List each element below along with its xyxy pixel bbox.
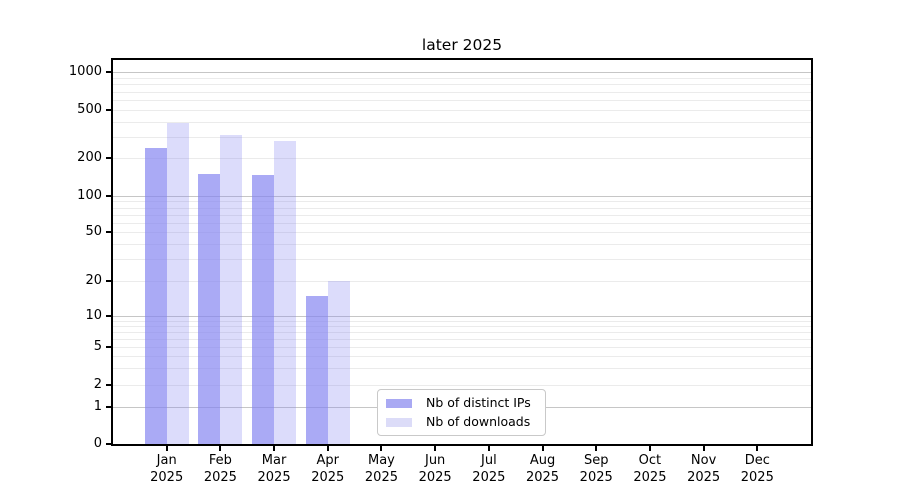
x-tick-label-sep: Sep 2025 (579, 453, 613, 485)
y-tick-mark (106, 71, 113, 73)
minor-gridline (113, 368, 811, 370)
x-tick-mark (487, 444, 490, 451)
legend-label-downloads: Nb of downloads (426, 414, 531, 429)
x-tick-mark (648, 444, 651, 451)
bar-distinct-ips-jan (144, 148, 167, 444)
minor-gridline (113, 222, 811, 224)
x-tick-label-feb: Feb 2025 (203, 453, 237, 485)
minor-gridline (113, 243, 811, 245)
x-tick-mark (165, 444, 168, 451)
x-tick-mark (702, 444, 705, 451)
y-tick-mark (106, 231, 113, 233)
legend-item-downloads: Nb of downloads (386, 415, 537, 429)
minor-gridline (113, 77, 811, 79)
bar-distinct-ips-apr (305, 295, 328, 444)
y-tick-label: 50 (85, 224, 102, 239)
minor-gridline (113, 110, 811, 111)
y-tick-mark (106, 315, 113, 317)
minor-gridline (113, 356, 811, 358)
x-tick-label-aug: Aug 2025 (525, 453, 560, 485)
minor-gridline (113, 121, 811, 123)
bar-distinct-ips-mar (252, 174, 275, 444)
x-tick-mark (756, 444, 759, 451)
y-tick-mark (106, 157, 113, 159)
legend-swatch-distinct-ips (386, 398, 412, 408)
x-tick-mark (541, 444, 544, 451)
minor-gridline (113, 281, 811, 282)
y-tick-mark (106, 195, 113, 197)
x-tick-label-jan: Jan 2025 (150, 453, 184, 485)
y-tick-label: 100 (77, 188, 102, 203)
legend-swatch-downloads (386, 417, 412, 427)
minor-gridline (113, 158, 811, 159)
x-tick-mark (219, 444, 222, 451)
y-tick-mark (106, 109, 113, 111)
major-gridline (113, 72, 811, 73)
y-tick-label: 10 (85, 308, 102, 323)
major-gridline (113, 316, 811, 317)
y-tick-label: 0 (93, 435, 102, 451)
y-tick-label: 5 (93, 339, 102, 354)
minor-gridline (113, 325, 811, 327)
x-tick-mark (326, 444, 329, 451)
x-tick-mark (273, 444, 276, 451)
minor-gridline (113, 207, 811, 209)
x-tick-mark (380, 444, 383, 451)
y-tick-label: 20 (85, 273, 102, 288)
bar-distinct-ips-feb (198, 173, 221, 444)
plot-area (111, 58, 813, 446)
x-tick-label-may: May 2025 (364, 453, 398, 485)
plot-canvas (113, 60, 811, 444)
minor-gridline (113, 214, 811, 216)
x-tick-label-mar: Mar 2025 (257, 453, 291, 485)
y-tick-label: 2 (93, 377, 102, 392)
minor-gridline (113, 91, 811, 93)
bar-downloads-feb (220, 135, 243, 444)
y-tick-label: 1 (93, 399, 102, 414)
legend-item-distinct-ips: Nb of distinct IPs (386, 396, 537, 410)
y-tick-mark (106, 442, 113, 445)
y-tick-mark (106, 384, 113, 386)
minor-gridline (113, 232, 811, 233)
x-tick-label-dec: Dec 2025 (740, 453, 774, 485)
y-tick-mark (106, 280, 113, 282)
minor-gridline (113, 84, 811, 86)
x-tick-label-apr: Apr 2025 (311, 453, 345, 485)
bar-downloads-mar (274, 141, 297, 444)
x-tick-mark (595, 444, 598, 451)
x-tick-label-oct: Oct 2025 (633, 453, 667, 485)
x-tick-label-jul: Jul 2025 (472, 453, 506, 485)
x-tick-label-nov: Nov 2025 (687, 453, 721, 485)
bar-downloads-apr (327, 281, 350, 444)
minor-gridline (113, 201, 811, 203)
y-tick-mark (106, 406, 113, 408)
y-tick-label: 500 (77, 102, 102, 117)
minor-gridline (113, 385, 811, 386)
minor-gridline (113, 136, 811, 138)
y-tick-label: 1000 (68, 64, 102, 79)
x-tick-mark (434, 444, 437, 451)
bar-downloads-jan (166, 123, 189, 444)
minor-gridline (113, 331, 811, 333)
minor-gridline (113, 259, 811, 261)
chart-title: later 2025 (421, 36, 503, 54)
major-gridline (113, 196, 811, 197)
y-tick-label: 200 (77, 150, 102, 165)
legend-label-distinct-ips: Nb of distinct IPs (426, 395, 531, 410)
x-tick-label-jun: Jun 2025 (418, 453, 452, 485)
legend: Nb of distinct IPs Nb of downloads (377, 389, 546, 436)
minor-gridline (113, 347, 811, 348)
y-tick-mark (106, 346, 113, 348)
minor-gridline (113, 320, 811, 322)
minor-gridline (113, 338, 811, 340)
minor-gridline (113, 100, 811, 101)
